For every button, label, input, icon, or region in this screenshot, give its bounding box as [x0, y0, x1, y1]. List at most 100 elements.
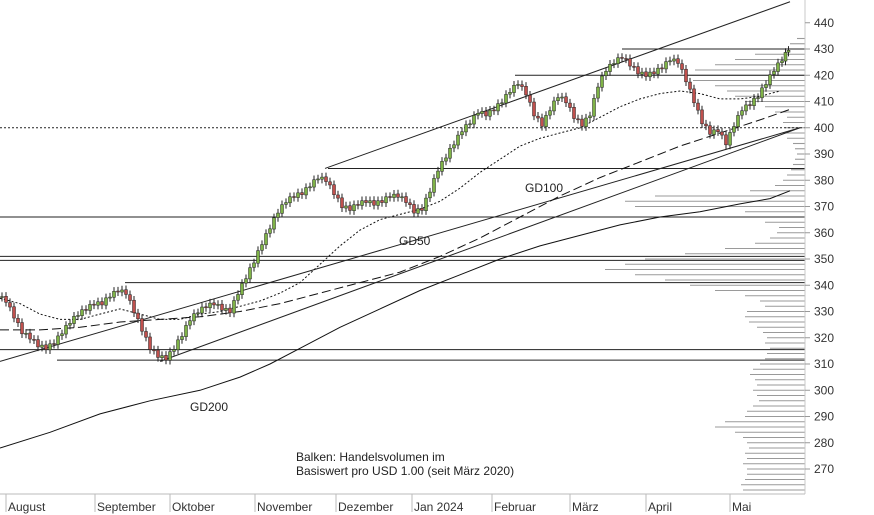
x-tick-label: Dezember	[338, 500, 393, 514]
candle-down	[708, 125, 712, 135]
candle-up	[200, 306, 204, 314]
candle-down	[704, 123, 708, 127]
trend-line	[324, 1, 791, 169]
candle-up	[268, 228, 272, 234]
candle-down	[32, 339, 36, 341]
gd200-line	[0, 190, 791, 449]
candle-down	[156, 349, 160, 358]
candle-down	[724, 134, 728, 146]
x-tick-label: August	[8, 500, 46, 514]
candle-down	[136, 312, 140, 320]
candle-up	[460, 131, 464, 136]
candle-up	[496, 103, 500, 112]
candle-down	[676, 58, 680, 64]
candle-up	[516, 84, 520, 86]
candle-down	[628, 58, 632, 67]
candle-up	[264, 233, 268, 246]
y-tick-label: 400	[814, 121, 834, 135]
candle-down	[300, 192, 304, 195]
candle-up	[760, 87, 764, 99]
candle-up	[160, 355, 164, 358]
candle-down	[520, 84, 524, 87]
candle-down	[356, 204, 360, 206]
x-tick-label: Oktober	[172, 500, 215, 514]
y-tick-label: 280	[814, 436, 834, 450]
y-tick-label: 390	[814, 147, 834, 161]
y-tick-label: 270	[814, 462, 834, 476]
candle-down	[524, 86, 528, 96]
y-tick-label: 370	[814, 200, 834, 214]
candle-up	[612, 63, 616, 65]
candle-up	[288, 196, 292, 204]
candle-up	[608, 63, 612, 72]
volume-note-line1: Balken: Handelsvolumen im	[296, 450, 445, 464]
candle-down	[212, 302, 216, 306]
candle-down	[620, 57, 624, 59]
candle-down	[636, 66, 640, 75]
candle-down	[680, 63, 684, 70]
candle-up	[640, 71, 644, 75]
candle-down	[128, 294, 132, 301]
candle-up	[88, 304, 92, 311]
candle-up	[224, 308, 228, 311]
candle-up	[276, 212, 280, 218]
candle-up	[512, 84, 516, 93]
candle-down	[696, 102, 700, 111]
candle-up	[472, 115, 476, 125]
price-candles	[0, 46, 791, 365]
candle-up	[248, 267, 252, 280]
candle-down	[684, 68, 688, 83]
x-tick-label: Mai	[732, 500, 751, 514]
candle-up	[392, 193, 396, 198]
candle-up	[192, 313, 196, 322]
candle-down	[16, 318, 20, 324]
y-tick-label: 410	[814, 95, 834, 109]
candle-up	[452, 144, 456, 149]
candle-up	[504, 94, 508, 104]
candle-up	[672, 58, 676, 62]
candle-up	[316, 178, 320, 181]
candle-down	[116, 290, 120, 293]
candle-up	[464, 124, 468, 133]
candle-down	[144, 331, 148, 338]
candle-up	[272, 217, 276, 230]
candle-up	[592, 98, 596, 117]
trend-line	[0, 127, 801, 362]
candle-up	[728, 132, 732, 146]
candle-down	[528, 94, 532, 103]
candle-down	[328, 181, 332, 186]
candle-up	[56, 335, 60, 345]
candle-up	[736, 115, 740, 127]
candle-down	[340, 197, 344, 209]
candle-down	[540, 117, 544, 127]
y-tick-label: 380	[814, 173, 834, 187]
candle-up	[432, 178, 436, 193]
candle-down	[700, 109, 704, 125]
candle-up	[80, 309, 84, 316]
x-tick-label: September	[97, 500, 156, 514]
x-tick-label: April	[648, 500, 672, 514]
candle-down	[364, 200, 368, 203]
candle-down	[380, 200, 384, 203]
x-tick-label: November	[257, 500, 312, 514]
candle-up	[312, 179, 316, 188]
candle-up	[352, 204, 356, 211]
candle-up	[260, 244, 264, 251]
candle-up	[448, 147, 452, 159]
y-tick-label: 330	[814, 305, 834, 319]
candle-up	[468, 123, 472, 126]
candle-down	[572, 107, 576, 119]
candle-down	[132, 299, 136, 314]
candle-down	[20, 322, 24, 335]
candle-down	[204, 306, 208, 309]
candle-up	[188, 320, 192, 326]
candle-down	[52, 343, 56, 345]
candle-up	[304, 187, 308, 196]
candle-down	[492, 109, 496, 112]
candle-up	[240, 283, 244, 295]
candle-up	[768, 74, 772, 85]
candle-up	[176, 339, 180, 351]
candle-up	[480, 111, 484, 114]
moving-averages	[0, 90, 791, 449]
y-tick-label: 300	[814, 383, 834, 397]
